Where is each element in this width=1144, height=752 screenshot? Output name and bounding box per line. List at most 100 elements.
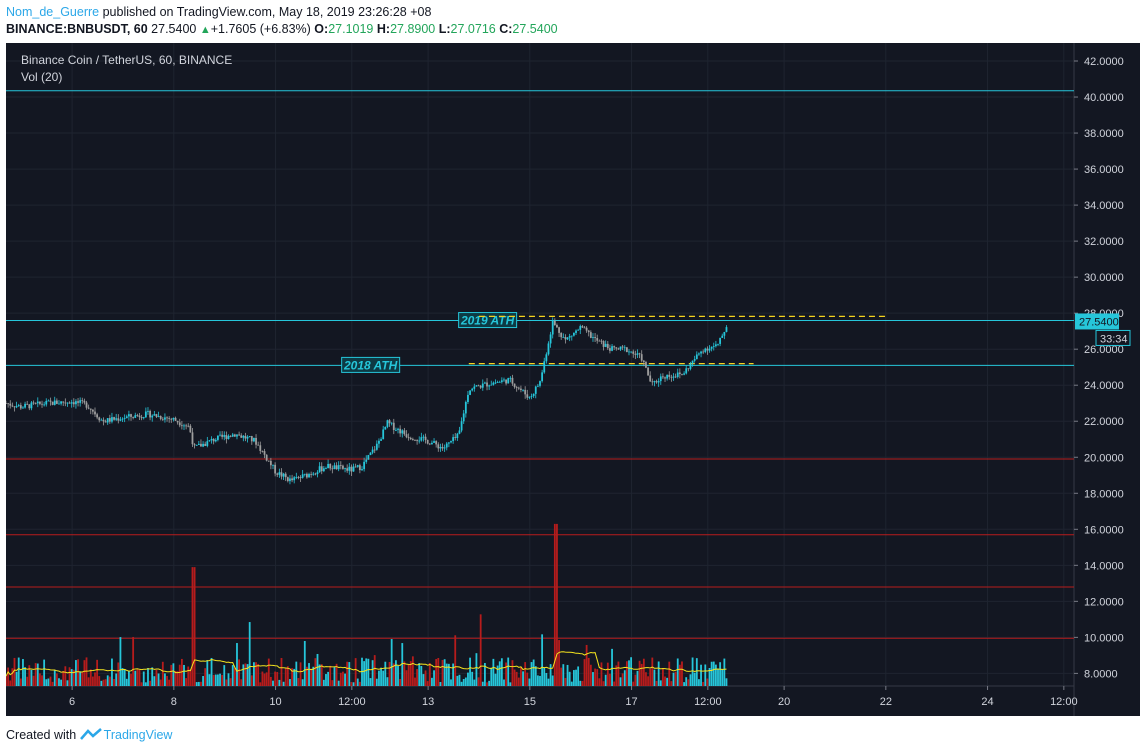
volume-bar (409, 661, 412, 686)
volume-bar (354, 658, 357, 686)
candle (335, 465, 338, 470)
candle (494, 382, 497, 384)
volume-bar (403, 661, 406, 686)
candle (174, 417, 177, 421)
candle (543, 361, 546, 373)
candle (712, 346, 715, 347)
author-link[interactable]: Nom_de_Guerre (6, 5, 100, 19)
y-tick-label: 10.0000 (1084, 632, 1124, 644)
volume-bar (575, 669, 577, 686)
volume-bar (619, 677, 622, 686)
volume-bar (570, 681, 573, 686)
candle (128, 414, 130, 417)
candle (375, 443, 378, 450)
volume-bar (498, 661, 501, 686)
candle (280, 472, 283, 477)
open-value: 27.1019 (328, 22, 374, 36)
volume-bar (13, 657, 16, 686)
x-tick-label: 15 (524, 696, 536, 708)
volume-bar (651, 657, 654, 686)
volume-bar (685, 677, 688, 686)
volume-bar (515, 671, 518, 686)
volume-bar (617, 661, 620, 686)
volume-bar (704, 664, 707, 686)
volume-bar (405, 670, 408, 686)
candle (147, 410, 149, 412)
volume-bar (443, 659, 446, 686)
volume-bar (274, 671, 277, 686)
volume-bar (687, 679, 690, 686)
volume-bar (34, 663, 37, 686)
volume-bar (568, 671, 571, 686)
chart-title: Binance Coin / TetherUS, 60, BINANCE (21, 53, 233, 67)
volume-bar (418, 663, 421, 686)
volume-bar (560, 667, 563, 686)
candle (704, 348, 707, 353)
volume-bar (365, 658, 368, 686)
volume-bar (240, 679, 243, 686)
volume-bar (151, 667, 154, 686)
volume-bar (454, 635, 457, 686)
volume-bar (700, 664, 702, 686)
volume-bar (250, 675, 253, 686)
volume-bar (58, 678, 60, 686)
candle (647, 367, 649, 376)
candle (352, 466, 355, 472)
volume-bar (62, 671, 65, 686)
candle (320, 466, 323, 472)
volume-bar (174, 671, 177, 686)
chart-panel[interactable]: 2019 ATH 2018 ATH 42.0000 40.0000 38.0000 36.… (5, 43, 1140, 716)
volume-bar (316, 653, 319, 686)
volume-bar (488, 680, 491, 686)
candle (200, 443, 202, 447)
candle (100, 419, 103, 421)
volume-bar (72, 669, 75, 686)
candle (284, 473, 287, 478)
x-tick-label: 20 (778, 696, 790, 708)
volume-bar (496, 665, 499, 686)
candle (693, 359, 696, 361)
tradingview-brand[interactable]: TradingView (103, 728, 173, 742)
candle (342, 465, 344, 469)
last-price: 27.5400 (151, 22, 197, 36)
candle (386, 420, 389, 427)
volume-bar (39, 673, 41, 686)
candle (450, 441, 452, 443)
candle (30, 402, 33, 409)
current-price-label: 27.5400 (1079, 316, 1119, 328)
volume-bar (464, 677, 467, 686)
candle (462, 413, 465, 422)
volume-bar (60, 679, 62, 686)
volume-bar (263, 673, 266, 686)
chart-svg[interactable]: 2019 ATH 2018 ATH 42.0000 40.0000 38.0000 36.… (5, 43, 1140, 716)
volume-bar (206, 660, 209, 686)
volume-bar (373, 655, 376, 686)
published-text: published on TradingView.com, May 18, 20… (102, 5, 432, 19)
change-value: +1.7605 (+6.83%) (210, 22, 311, 36)
candle (299, 477, 302, 478)
close-value: 27.5400 (512, 22, 558, 36)
candle (471, 388, 474, 391)
volume-bar (89, 669, 92, 686)
volume-bar (505, 662, 507, 686)
x-tick-label: 6 (69, 696, 75, 708)
y-tick-label: 8.0000 (1084, 668, 1118, 680)
volume-bar (553, 523, 556, 686)
volume-bar (339, 672, 342, 686)
candle (498, 381, 501, 383)
volume-bar (642, 658, 645, 686)
volume-bar (83, 660, 86, 686)
x-tick-label: 12:00 (1050, 696, 1078, 708)
volume-bar (623, 670, 626, 686)
candle (484, 382, 486, 384)
volume-bar (121, 668, 124, 686)
candle (714, 344, 717, 347)
volume-bar (123, 669, 126, 686)
volume-bar (630, 657, 633, 686)
candle (303, 473, 306, 475)
volume-bar (26, 676, 29, 686)
candle (551, 320, 554, 335)
candle (79, 400, 82, 403)
candle (602, 341, 605, 347)
candle (573, 332, 575, 336)
